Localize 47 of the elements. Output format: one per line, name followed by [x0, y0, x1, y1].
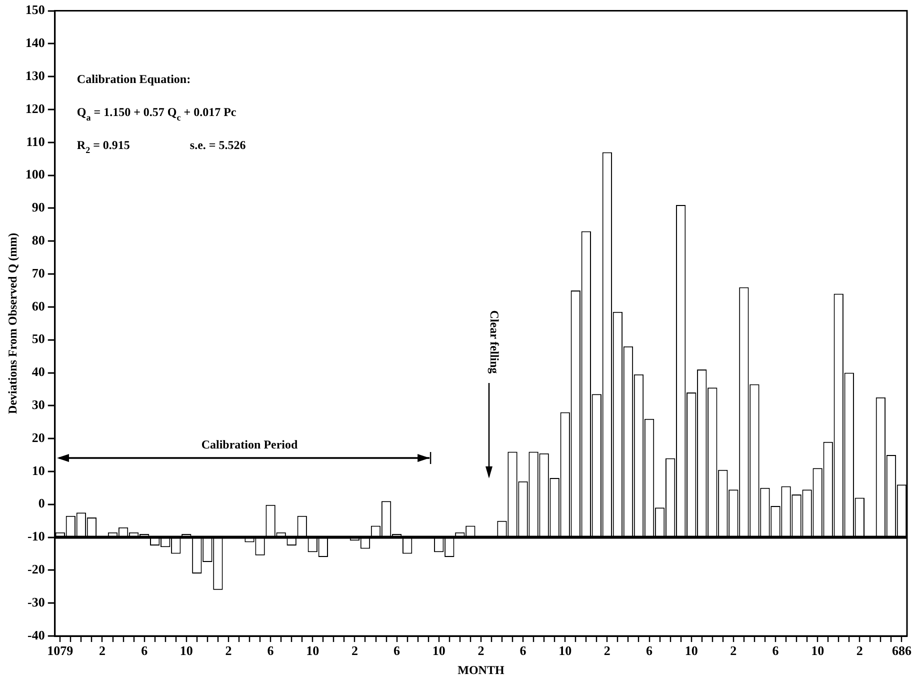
y-tick-label: 120	[25, 100, 45, 116]
x-tick-label: 6	[267, 643, 274, 658]
y-tick-label: 0	[38, 496, 45, 511]
y-tick-label: 20	[32, 430, 45, 445]
x-tick-label: 10	[811, 643, 824, 658]
y-tick-label: 110	[26, 134, 45, 149]
annotation: Calibration Equation:	[76, 72, 191, 86]
y-tick-label: -40	[28, 627, 45, 642]
x-axis-title: MONTH	[458, 662, 505, 677]
annotation: s.e. = 5.526	[190, 138, 246, 152]
x-tick-label: 10	[180, 643, 193, 658]
y-tick-label: 40	[32, 364, 45, 380]
y-tick-label: -10	[28, 528, 45, 544]
x-tick-label: 6	[772, 643, 780, 658]
x-tick-label: 6	[141, 643, 148, 658]
x-tick-label: 10	[306, 643, 320, 658]
y-tick-label: 50	[32, 331, 45, 346]
y-tick-label: 70	[32, 265, 45, 280]
x-tick-label: 2	[351, 643, 358, 658]
x-tick-label: 10	[432, 643, 446, 658]
y-tick-label: -30	[28, 594, 45, 610]
y-tick-label: 90	[32, 200, 45, 215]
y-tick-label: -20	[28, 562, 45, 577]
y-tick-label: 100	[25, 166, 45, 182]
x-tick-label: 6	[394, 643, 401, 658]
x-tick-label: 10	[558, 643, 572, 658]
x-tick-label: 686	[892, 643, 912, 658]
x-tick-label: 6	[646, 643, 654, 658]
y-tick-label: 60	[32, 298, 45, 314]
y-tick-label: 130	[25, 68, 45, 83]
x-tick-label: 2	[856, 643, 863, 658]
x-tick-label: 2	[478, 643, 484, 658]
annotation: Calibration Period	[201, 437, 298, 452]
x-tick-label: 2	[225, 643, 232, 658]
x-tick-label: 2	[604, 643, 610, 658]
y-tick-label: 140	[25, 35, 45, 50]
x-tick-label: 6	[520, 643, 527, 658]
y-tick-label: 150	[25, 2, 45, 18]
x-tick-label: 10	[684, 643, 698, 658]
x-tick-label: 2	[98, 643, 106, 658]
x-tick-label: 1079	[47, 643, 74, 658]
y-tick-label: 10	[32, 462, 45, 478]
annotation: Clear felling	[488, 310, 502, 374]
x-tick-label: 2	[730, 643, 737, 658]
y-tick-label: 80	[32, 232, 45, 248]
y-tick-label: 30	[32, 397, 45, 412]
y-axis-title: Deviations From Observed Q (mm)	[5, 232, 20, 414]
